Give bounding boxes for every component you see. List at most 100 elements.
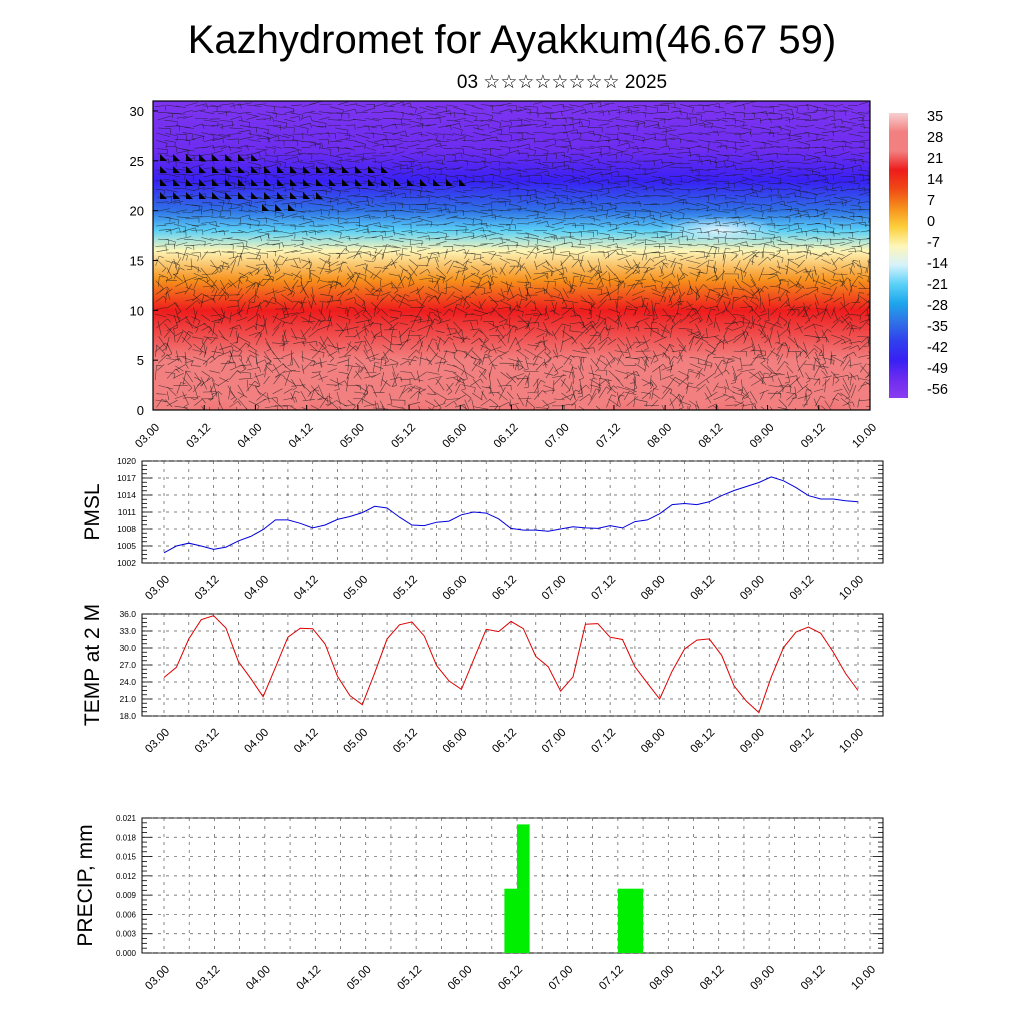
pmsl-xtick-label: 06.12	[490, 574, 519, 603]
temp2m-xtick-label: 10.00	[837, 727, 866, 756]
section-xtick-label: 09.12	[799, 422, 828, 451]
wind-pennant	[160, 192, 167, 199]
wind-pennant	[264, 192, 271, 199]
section-ytick-label: 30	[130, 104, 144, 119]
pmsl-xtick-label: 10.00	[837, 574, 866, 603]
section-xtick-label: 08.00	[645, 422, 674, 451]
pmsl-xtick-label: 03.12	[193, 574, 222, 603]
section-xtick-label: 05.00	[338, 422, 367, 451]
wind-pennant	[212, 166, 219, 173]
colorbar-label: -42	[927, 340, 948, 356]
precip-ytick-label: 0.000	[116, 949, 137, 958]
surface-heating-blob	[579, 355, 670, 410]
wind-pennant	[329, 166, 336, 173]
wind-pennant	[225, 154, 232, 161]
section-ytick-label: 0	[137, 403, 144, 418]
wind-pennant	[277, 166, 284, 173]
wind-pennant	[394, 179, 401, 186]
wind-pennant	[238, 154, 245, 161]
temp2m-ytick-label: 21.0	[119, 694, 136, 704]
precip-ytick-label: 0.006	[116, 910, 137, 919]
wind-pennant	[288, 204, 295, 211]
colorbar-label: -49	[927, 361, 948, 377]
temp2m-ylabel: TEMP at 2 M	[81, 604, 104, 726]
precip-xtick-label: 10.00	[849, 964, 878, 993]
colorbar-label: 14	[927, 172, 943, 188]
temp-series-line	[163, 615, 859, 714]
pmsl-xtick-label: 04.00	[242, 574, 271, 603]
temp2m-xtick-label: 06.00	[441, 727, 470, 756]
pmsl-xtick-label: 05.00	[342, 574, 371, 603]
section-xtick-label: 04.12	[287, 422, 316, 451]
colorbar-label: 28	[927, 130, 943, 146]
wind-pennant	[264, 166, 271, 173]
section-ytick-label: 10	[130, 303, 144, 318]
precip-xtick-label: 03.12	[194, 964, 223, 993]
chart-title: Kazhydromet for Ayakkum(46.67 59)	[187, 18, 837, 62]
precip-xtick-label: 07.00	[547, 964, 576, 993]
wind-pennant	[342, 166, 349, 173]
wind-pennant	[420, 179, 427, 186]
wind-pennant	[316, 192, 323, 199]
precip-xtick-label: 08.00	[648, 964, 677, 993]
temp2m-xtick-label: 03.00	[143, 727, 172, 756]
wind-pennant	[173, 179, 180, 186]
surface-heating-blob	[169, 355, 260, 410]
section-xtick-label: 07.00	[543, 422, 572, 451]
wind-pennant	[381, 179, 388, 186]
colorbar-label: 7	[927, 193, 935, 209]
wind-pennant	[446, 179, 453, 186]
wind-pennant	[303, 179, 310, 186]
colorbar-label: -21	[927, 277, 948, 293]
section-xtick-label: 07.12	[594, 422, 623, 451]
wind-pennant	[368, 166, 375, 173]
wind-pennant	[290, 166, 297, 173]
pmsl-ytick-label: 1005	[117, 541, 136, 551]
section-xtick-label: 03.00	[133, 422, 162, 451]
wind-pennant	[186, 166, 193, 173]
wind-pennant	[212, 192, 219, 199]
section-xtick-label: 09.00	[748, 422, 777, 451]
wind-barbs	[154, 101, 870, 410]
wind-pennant	[173, 154, 180, 161]
wind-pennant	[316, 179, 323, 186]
temp2m-xtick-label: 06.12	[490, 727, 519, 756]
wind-pennant	[316, 166, 323, 173]
colorbar-label: 0	[927, 214, 935, 230]
section-xtick-label: 04.00	[236, 422, 265, 451]
temp2m-ytick-label: 27.0	[119, 660, 136, 670]
wind-pennant	[173, 192, 180, 199]
pmsl-series-line	[163, 476, 859, 554]
temp-panel: 18.0 21.0 24.0 27.0 30.0 33.0 36.0 03.00 03.12 04…	[81, 604, 884, 756]
pmsl-ticks	[142, 460, 883, 564]
section-ytick-label: 20	[130, 204, 144, 219]
wind-pennant	[186, 179, 193, 186]
surface-heating-blob	[271, 355, 362, 410]
temp2m-ticks	[142, 613, 883, 717]
wind-pennant	[277, 192, 284, 199]
wind-pennant	[275, 204, 282, 211]
temp2m-xtick-label: 09.00	[738, 727, 767, 756]
wind-pennant	[251, 154, 258, 161]
wind-pennant	[355, 166, 362, 173]
wind-pennant	[368, 179, 375, 186]
wind-pennant	[264, 179, 271, 186]
precip-xtick-label: 09.12	[799, 964, 828, 993]
colorbar-label: 21	[927, 151, 943, 167]
wind-pennant	[199, 179, 206, 186]
temp2m-ytick-label: 36.0	[119, 609, 136, 619]
wind-pennant	[303, 166, 310, 173]
temp2m-xtick-label: 09.12	[788, 727, 817, 756]
pmsl-xtick-label: 06.00	[441, 574, 470, 603]
wind-pennant	[212, 154, 219, 161]
section-ytick-label: 25	[130, 154, 144, 169]
precip-bar	[504, 888, 517, 953]
pmsl-ylabel: PMSL	[81, 483, 104, 540]
precip-xtick-label: 07.12	[597, 964, 626, 993]
precip-xtick-label: 05.00	[345, 964, 374, 993]
precip-ytick-label: 0.009	[116, 891, 137, 900]
section-xtick-label: 08.12	[697, 422, 726, 451]
precip-ytick-label: 0.015	[116, 853, 137, 862]
precip-ytick-label: 0.003	[116, 930, 137, 939]
chart-subtitle: 03 ☆☆☆☆☆☆☆☆ 2025	[456, 72, 668, 93]
